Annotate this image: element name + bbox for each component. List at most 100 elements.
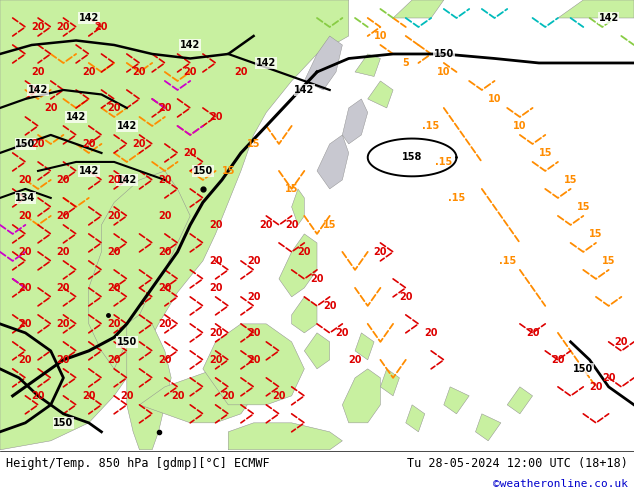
- Text: 20: 20: [183, 148, 197, 158]
- Text: 20: 20: [247, 292, 261, 302]
- Text: 142: 142: [180, 40, 200, 50]
- Text: 10: 10: [437, 67, 451, 77]
- Text: 20: 20: [335, 328, 349, 338]
- Text: 20: 20: [18, 175, 32, 185]
- Text: 134: 134: [15, 193, 36, 203]
- Text: 5: 5: [403, 58, 409, 68]
- Text: 20: 20: [56, 175, 70, 185]
- Text: 20: 20: [373, 247, 387, 257]
- Text: 20: 20: [56, 247, 70, 257]
- Text: 20: 20: [56, 319, 70, 329]
- Text: 20: 20: [107, 283, 121, 293]
- Text: .15: .15: [435, 157, 453, 167]
- Text: 20: 20: [31, 391, 45, 401]
- Text: 20: 20: [247, 355, 261, 365]
- Text: 20: 20: [424, 328, 438, 338]
- Text: 20: 20: [94, 22, 108, 32]
- Text: 20: 20: [209, 355, 223, 365]
- Text: 20: 20: [133, 67, 146, 77]
- Text: 20: 20: [82, 139, 96, 149]
- Text: 20: 20: [44, 103, 58, 113]
- Text: 20: 20: [234, 67, 248, 77]
- Text: .15: .15: [422, 121, 440, 131]
- Text: 150: 150: [573, 364, 593, 374]
- Text: 20: 20: [589, 382, 603, 392]
- Text: 20: 20: [158, 175, 172, 185]
- Text: 20: 20: [56, 283, 70, 293]
- Text: 15: 15: [602, 256, 616, 266]
- Text: 142: 142: [256, 58, 276, 68]
- Text: 142: 142: [117, 121, 137, 131]
- Text: 150: 150: [117, 337, 137, 347]
- Text: 20: 20: [158, 247, 172, 257]
- Text: 142: 142: [117, 175, 137, 185]
- Text: 20: 20: [285, 220, 299, 230]
- Text: 20: 20: [209, 283, 223, 293]
- Text: 15: 15: [285, 184, 299, 194]
- Text: 20: 20: [551, 355, 565, 365]
- Text: 20: 20: [107, 103, 121, 113]
- Text: 20: 20: [158, 355, 172, 365]
- Text: 20: 20: [56, 211, 70, 221]
- Text: 20: 20: [259, 220, 273, 230]
- Text: 15: 15: [247, 139, 261, 149]
- Text: 20: 20: [247, 328, 261, 338]
- Text: 20: 20: [56, 355, 70, 365]
- Text: 20: 20: [107, 175, 121, 185]
- Text: 20: 20: [183, 67, 197, 77]
- Text: 20: 20: [310, 274, 324, 284]
- Text: 158: 158: [402, 152, 422, 163]
- Text: 20: 20: [18, 211, 32, 221]
- Text: 20: 20: [56, 22, 70, 32]
- Text: 150: 150: [193, 166, 213, 176]
- Text: 20: 20: [399, 292, 413, 302]
- Text: .15: .15: [498, 256, 516, 266]
- Text: 10: 10: [373, 31, 387, 41]
- Text: 142: 142: [79, 13, 99, 23]
- Text: 20: 20: [107, 355, 121, 365]
- Text: 20: 20: [120, 391, 134, 401]
- Text: 150: 150: [53, 418, 74, 428]
- Text: ©weatheronline.co.uk: ©weatheronline.co.uk: [493, 479, 628, 489]
- Text: 15: 15: [589, 229, 603, 239]
- Text: 20: 20: [209, 112, 223, 122]
- Text: 20: 20: [18, 319, 32, 329]
- Text: 20: 20: [31, 67, 45, 77]
- Text: 20: 20: [297, 247, 311, 257]
- Text: 15: 15: [221, 166, 235, 176]
- Text: 142: 142: [28, 85, 48, 95]
- Text: 10: 10: [488, 94, 501, 104]
- Text: 20: 20: [158, 211, 172, 221]
- Text: 150: 150: [15, 139, 36, 149]
- Text: 142: 142: [66, 112, 86, 122]
- Text: 20: 20: [107, 319, 121, 329]
- Text: 20: 20: [348, 355, 362, 365]
- Text: 20: 20: [323, 301, 337, 311]
- Text: 20: 20: [247, 256, 261, 266]
- Text: 20: 20: [18, 283, 32, 293]
- Text: 20: 20: [133, 139, 146, 149]
- Text: 15: 15: [538, 148, 552, 158]
- Text: 20: 20: [18, 355, 32, 365]
- Text: 15: 15: [576, 202, 590, 212]
- Text: 20: 20: [107, 211, 121, 221]
- Text: 20: 20: [31, 139, 45, 149]
- Text: Height/Temp. 850 hPa [gdmp][°C] ECMWF: Height/Temp. 850 hPa [gdmp][°C] ECMWF: [6, 457, 270, 470]
- Text: 142: 142: [79, 166, 99, 176]
- Text: 142: 142: [598, 13, 619, 23]
- Text: 150: 150: [434, 49, 454, 59]
- Text: 20: 20: [221, 391, 235, 401]
- Text: Tu 28-05-2024 12:00 UTC (18+18): Tu 28-05-2024 12:00 UTC (18+18): [407, 457, 628, 470]
- Text: .15: .15: [448, 193, 465, 203]
- Text: 20: 20: [158, 319, 172, 329]
- Text: 20: 20: [602, 373, 616, 383]
- Text: 15: 15: [323, 220, 337, 230]
- Text: 20: 20: [171, 391, 184, 401]
- Text: 20: 20: [158, 283, 172, 293]
- Text: 142: 142: [294, 85, 314, 95]
- Text: 20: 20: [158, 103, 172, 113]
- Text: 20: 20: [82, 67, 96, 77]
- Text: 20: 20: [209, 220, 223, 230]
- Text: 20: 20: [107, 247, 121, 257]
- Text: 20: 20: [31, 22, 45, 32]
